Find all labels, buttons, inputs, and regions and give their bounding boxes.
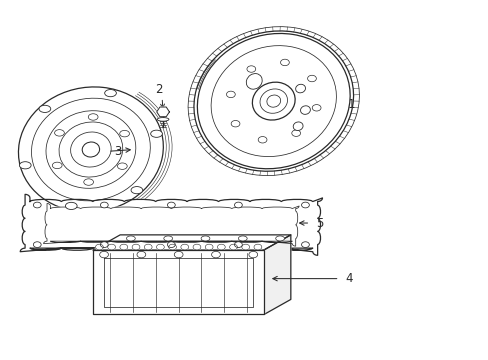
Text: 3: 3 [114,145,121,158]
Text: 2: 2 [155,83,163,96]
Ellipse shape [266,95,280,107]
Ellipse shape [20,162,31,169]
Ellipse shape [246,66,255,72]
Ellipse shape [131,186,142,194]
Ellipse shape [88,114,98,120]
Ellipse shape [246,73,262,89]
Circle shape [95,244,103,250]
Ellipse shape [211,251,220,258]
Ellipse shape [234,242,242,248]
Ellipse shape [82,142,100,157]
Ellipse shape [137,251,145,258]
Ellipse shape [275,236,284,241]
Ellipse shape [100,242,108,248]
Circle shape [217,244,225,250]
Ellipse shape [167,242,175,248]
Ellipse shape [150,130,162,137]
Polygon shape [157,107,169,117]
Ellipse shape [19,87,163,212]
Polygon shape [43,203,299,246]
Ellipse shape [100,251,108,258]
Ellipse shape [120,130,129,137]
Ellipse shape [260,89,287,113]
Text: 5: 5 [316,216,323,230]
Ellipse shape [83,179,93,185]
Circle shape [107,244,115,250]
Ellipse shape [194,31,353,171]
Ellipse shape [226,91,235,98]
Ellipse shape [280,59,289,66]
Ellipse shape [65,202,77,210]
Ellipse shape [126,236,135,241]
Ellipse shape [100,202,108,208]
Ellipse shape [301,242,309,248]
Polygon shape [20,194,322,255]
Polygon shape [93,250,264,315]
Ellipse shape [295,84,305,93]
Circle shape [120,244,127,250]
Polygon shape [264,235,290,315]
Ellipse shape [163,236,172,241]
Circle shape [132,244,140,250]
Circle shape [253,244,261,250]
Ellipse shape [201,236,209,241]
Circle shape [193,244,201,250]
Ellipse shape [55,130,64,136]
Ellipse shape [312,105,320,111]
Ellipse shape [231,121,240,127]
Ellipse shape [291,130,300,136]
Circle shape [144,244,152,250]
Ellipse shape [117,163,127,170]
Ellipse shape [248,251,257,258]
Circle shape [156,244,164,250]
Ellipse shape [301,202,309,208]
Text: 4: 4 [345,272,352,285]
Ellipse shape [33,242,41,248]
Circle shape [205,244,213,250]
Ellipse shape [33,202,41,208]
Ellipse shape [258,136,266,143]
Ellipse shape [197,33,349,169]
Ellipse shape [167,202,175,208]
Ellipse shape [252,82,295,120]
Ellipse shape [211,46,336,157]
Ellipse shape [307,75,316,82]
Ellipse shape [39,105,51,112]
Ellipse shape [238,236,246,241]
Circle shape [181,244,188,250]
Text: 1: 1 [347,98,355,111]
Circle shape [242,244,249,250]
Ellipse shape [52,162,62,168]
Ellipse shape [157,118,168,121]
Circle shape [229,244,237,250]
Ellipse shape [293,122,303,130]
Ellipse shape [104,90,116,97]
Polygon shape [93,235,290,250]
Ellipse shape [234,202,242,208]
Circle shape [168,244,176,250]
Ellipse shape [300,106,310,114]
Ellipse shape [174,251,183,258]
